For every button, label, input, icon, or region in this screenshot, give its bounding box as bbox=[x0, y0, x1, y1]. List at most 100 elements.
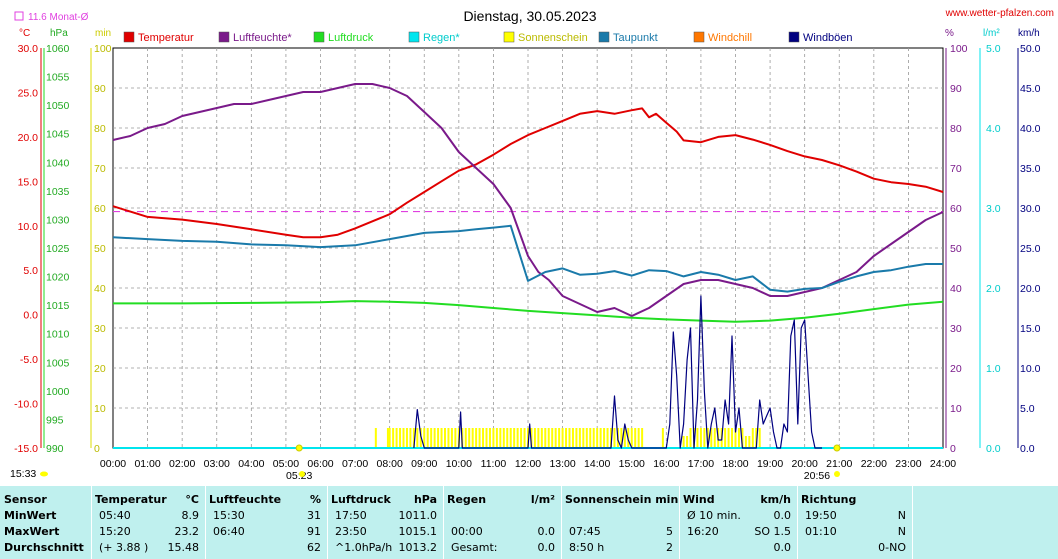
table-header: Luftfeuchte bbox=[209, 493, 282, 506]
x-tick: 17:00 bbox=[688, 458, 714, 470]
pressure-axis-tick: 1005 bbox=[46, 357, 70, 369]
sunshine-bar bbox=[596, 428, 599, 448]
table-cell-value: N bbox=[897, 509, 906, 522]
table-cell-time: 17:50 bbox=[335, 509, 367, 522]
table-cell-value: 0.0 bbox=[773, 541, 792, 554]
sunshine-bar bbox=[748, 436, 751, 448]
sunshine-bar bbox=[454, 428, 457, 448]
sunshine-bar bbox=[568, 428, 571, 448]
humidity-axis-tick: 0 bbox=[950, 443, 956, 455]
temp-axis-tick: -10.0 bbox=[14, 399, 38, 411]
table-divider bbox=[443, 486, 444, 559]
table-cell-time: (+ 3.88 ) bbox=[99, 541, 149, 554]
sunshine-bar bbox=[468, 428, 471, 448]
sunshine-bar bbox=[499, 428, 502, 448]
table-cell-value: 1013.2 bbox=[398, 541, 438, 554]
pressure-axis-tick: 990 bbox=[46, 443, 64, 455]
sunshine-bar bbox=[686, 436, 689, 448]
table-cell-value: SO 1.5 bbox=[754, 525, 791, 538]
x-tick: 18:00 bbox=[722, 458, 748, 470]
sunshine-bar bbox=[744, 436, 747, 448]
sun-axis-tick: 40 bbox=[94, 283, 106, 295]
series-line-temperatur bbox=[112, 107, 944, 239]
sunshine-bar bbox=[423, 428, 426, 448]
pressure-axis-tick: 1025 bbox=[46, 243, 70, 255]
table-divider bbox=[205, 486, 206, 559]
table-header-unit: l/m² bbox=[530, 493, 555, 506]
table-cell-time: 01:10 bbox=[805, 525, 837, 538]
table-header: Temperatur bbox=[95, 493, 167, 506]
legend-swatch bbox=[123, 31, 135, 43]
legend-label: Temperatur bbox=[138, 32, 194, 44]
sunshine-bar bbox=[641, 428, 644, 448]
temp-axis-tick: -15.0 bbox=[14, 443, 38, 455]
series-line-luftdruck bbox=[113, 300, 944, 323]
legend-swatch bbox=[408, 31, 420, 43]
table-cell-value: 0.0 bbox=[537, 525, 556, 538]
legend-swatch bbox=[503, 31, 515, 43]
unit-label-right: % bbox=[945, 28, 954, 39]
chart-title: Dienstag, 30.05.2023 bbox=[463, 8, 596, 24]
rain-axis-tick: 1.0 bbox=[986, 363, 1001, 375]
sunshine-bar bbox=[634, 428, 637, 448]
sunshine-bar bbox=[444, 428, 446, 448]
table-cell-value: 2 bbox=[666, 541, 673, 554]
sunshine-bar bbox=[610, 428, 612, 448]
pressure-axis-tick: 1050 bbox=[46, 100, 70, 112]
sunshine-bar bbox=[513, 428, 516, 448]
legend-label: Regen* bbox=[423, 32, 460, 44]
sunshine-bar bbox=[447, 428, 450, 448]
rain-axis-tick: 3.0 bbox=[986, 203, 1001, 215]
x-tick: 03:00 bbox=[204, 458, 230, 470]
table-cell-time: 06:40 bbox=[213, 525, 245, 538]
site-link[interactable]: www.wetter-pfalzen.com bbox=[945, 8, 1054, 19]
sunshine-bar bbox=[741, 428, 744, 448]
series-line-windben bbox=[413, 295, 822, 449]
legend-swatch bbox=[598, 31, 610, 43]
table-cell-value: 31 bbox=[307, 509, 321, 522]
sunshine-bar bbox=[582, 428, 585, 448]
x-tick: 04:00 bbox=[238, 458, 264, 470]
x-tick: 09:00 bbox=[411, 458, 437, 470]
sunshine-bar bbox=[509, 428, 512, 448]
legend-label: Luftfeuchte* bbox=[233, 32, 292, 44]
sunshine-bar bbox=[530, 428, 533, 448]
sun-axis-tick: 0 bbox=[94, 443, 100, 455]
sunshine-bar bbox=[395, 428, 398, 448]
table-header: Richtung bbox=[801, 493, 857, 506]
table-header-unit: hPa bbox=[413, 493, 437, 506]
x-tick: 07:00 bbox=[342, 458, 368, 470]
sunshine-bar bbox=[727, 428, 730, 448]
sun-axis-tick: 30 bbox=[94, 323, 106, 335]
sunshine-bar bbox=[464, 428, 467, 448]
sunshine-bar bbox=[682, 436, 685, 448]
table-cell-time: ^1.0hPa/h bbox=[335, 541, 393, 554]
x-tick: 21:00 bbox=[826, 458, 852, 470]
table-cell-value: 1011.0 bbox=[398, 509, 438, 522]
sunset-marker bbox=[833, 444, 841, 452]
table-divider bbox=[327, 486, 328, 559]
x-tick: 24:00 bbox=[930, 458, 956, 470]
temp-axis-tick: 30.0 bbox=[18, 43, 39, 55]
x-tick: 15:00 bbox=[619, 458, 645, 470]
table-header: Sonnenschein min bbox=[565, 493, 679, 506]
rain-axis-tick: 0.0 bbox=[986, 443, 1001, 455]
x-tick: 20:00 bbox=[792, 458, 818, 470]
legend-label: Windchill bbox=[708, 32, 752, 44]
sun-axis-tick: 90 bbox=[94, 83, 106, 95]
series-line-luftfeuchte bbox=[112, 83, 944, 317]
wind-axis-tick: 30.0 bbox=[1020, 203, 1041, 215]
x-tick: 10:00 bbox=[446, 458, 472, 470]
stats-table: Sensor Temperatur °C Luftfeuchte% Luftdruck h… bbox=[0, 486, 1058, 559]
table-header: Wind bbox=[683, 493, 715, 506]
sunshine-bar bbox=[606, 428, 609, 448]
sunrise-marker bbox=[295, 444, 303, 452]
table-header: Regen bbox=[447, 493, 487, 506]
rain-axis-tick: 2.0 bbox=[986, 283, 1001, 295]
x-tick: 02:00 bbox=[169, 458, 195, 470]
sunshine-bar bbox=[440, 428, 443, 448]
pressure-axis-tick: 1015 bbox=[46, 300, 70, 312]
sunshine-bar bbox=[637, 428, 640, 448]
temp-axis-tick: 5.0 bbox=[23, 265, 38, 277]
pressure-axis-tick: 1060 bbox=[46, 43, 70, 55]
